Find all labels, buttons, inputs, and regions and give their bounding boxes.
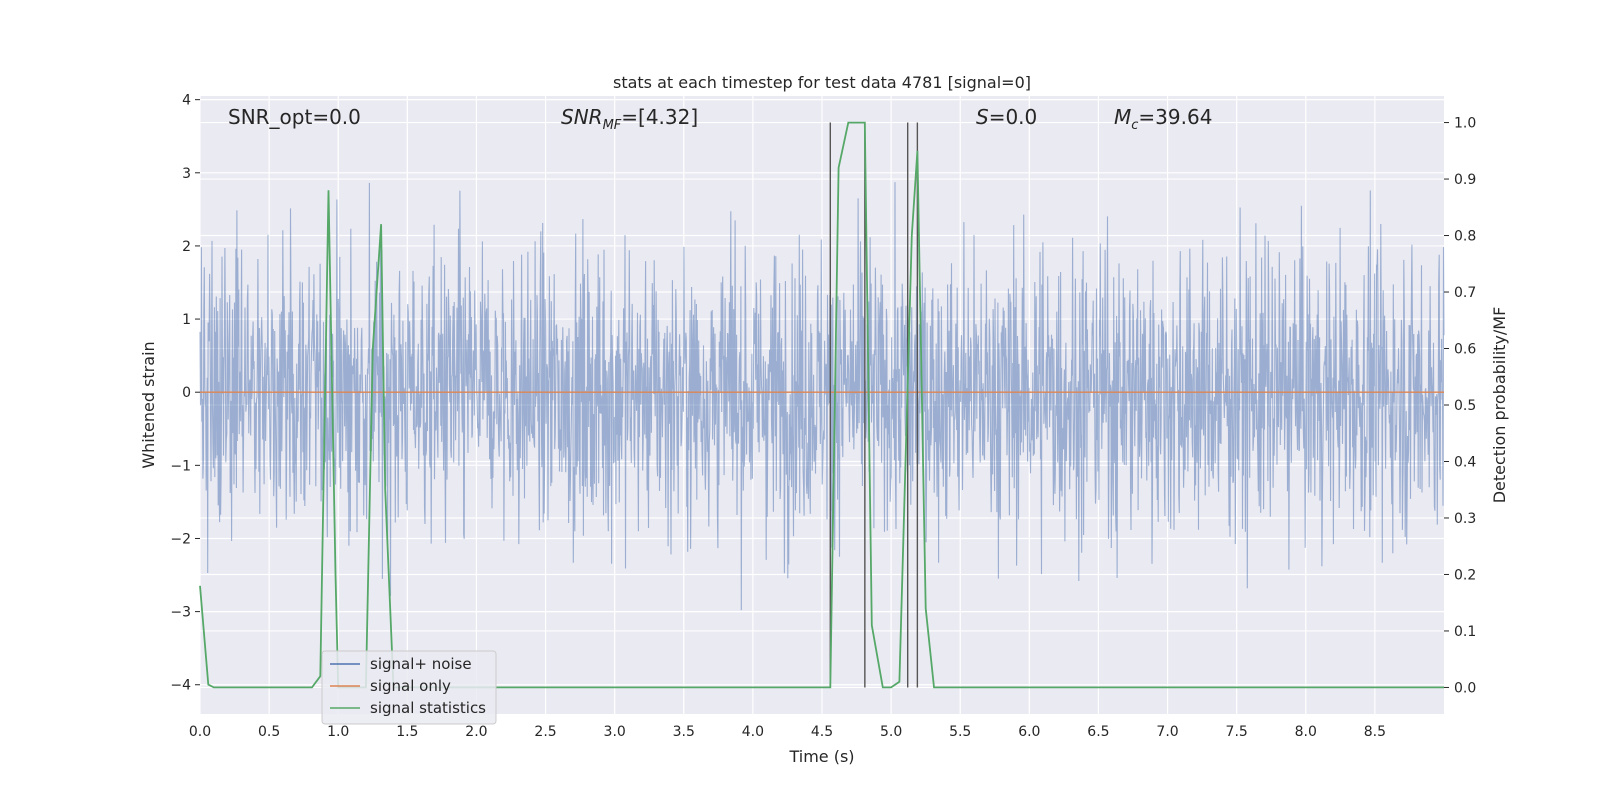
x-tick-label: 6.5	[1087, 724, 1109, 740]
annotation-snr-mf: SNRMF=[4.32]	[561, 105, 698, 133]
annotation-s: S=0.0	[976, 105, 1037, 129]
x-tick-label: 1.5	[396, 724, 418, 740]
legend-box	[321, 650, 497, 725]
y-axis-label: Whitened strain	[139, 341, 158, 468]
x-tick-label: 5.5	[949, 724, 971, 740]
x-tick-label: 3.5	[673, 724, 695, 740]
y2-tick-label: 0.4	[1454, 454, 1476, 470]
y2-tick-label: 0.9	[1454, 172, 1476, 188]
x-tick-label: 4.0	[742, 724, 764, 740]
x-tick-label: 4.5	[811, 724, 833, 740]
x-tick-label: 0.0	[189, 724, 211, 740]
x-tick-label: 0.5	[258, 724, 280, 740]
x-tick-label: 5.0	[880, 724, 902, 740]
y2-tick-label: 0.0	[1454, 680, 1476, 696]
y-tick-label: −4	[170, 678, 191, 694]
annotation-mc: Mc=39.64	[1114, 105, 1212, 133]
noise-trace	[199, 182, 1445, 611]
y2-tick-label: 0.3	[1454, 511, 1476, 527]
y2-tick-label: 0.2	[1454, 567, 1476, 583]
x-tick-label: 1.0	[327, 724, 349, 740]
x-tick-label: 2.0	[465, 724, 487, 740]
legend: signal+ noise signal only signal statist…	[321, 650, 497, 725]
legend-label-signal-only: signal only	[370, 677, 451, 695]
signal-statistics-line	[199, 121, 1444, 689]
x-tick-label: 3.0	[604, 724, 626, 740]
y2-tick-label: 0.1	[1454, 624, 1476, 640]
y2-tick-label: 0.6	[1454, 342, 1476, 358]
x-tick-label: 2.5	[534, 724, 556, 740]
y-tick-label: −3	[170, 605, 191, 621]
y-tick-label: −2	[170, 531, 191, 547]
x-tick-label: 7.5	[1226, 724, 1248, 740]
signal-noise-series	[199, 182, 1445, 611]
y-tick-label: 1	[182, 312, 191, 328]
legend-label-statistics: signal statistics	[370, 699, 486, 717]
y2-axis-label: Detection probability/MF	[1490, 307, 1509, 504]
x-tick-label: 7.0	[1156, 724, 1178, 740]
y2-tick-label: 0.7	[1454, 285, 1476, 301]
y2-tick-label: 1.0	[1454, 116, 1476, 132]
y-tick-label: 0	[182, 385, 191, 401]
y-tick-labels: 4 3 2 1 0 −1 −2 −3 −4	[170, 93, 200, 694]
legend-label-noise: signal+ noise	[370, 655, 472, 673]
y2-tick-labels: 1.0 0.9 0.8 0.7 0.6 0.5 0.4 0.3 0.2 0.1 0.0	[1444, 116, 1476, 696]
x-tick-label: 8.5	[1364, 724, 1386, 740]
chart-title: stats at each timestep for test data 478…	[613, 73, 1031, 92]
y2-tick-label: 0.5	[1454, 398, 1476, 414]
y-tick-label: 3	[182, 166, 191, 182]
x-tick-labels: 0.0 0.5 1.0 1.5 2.0 2.5 3.0 3.5 4.0 4.5 5.0 5.5 6.0 6…	[189, 724, 1386, 740]
y-tick-label: 4	[182, 93, 191, 109]
annotation-snr-opt: SNR_opt=0.0	[228, 105, 361, 129]
y-tick-label: −1	[170, 458, 191, 474]
x-tick-label: 6.0	[1018, 724, 1040, 740]
y-tick-label: 2	[182, 239, 191, 255]
x-axis-label: Time (s)	[788, 747, 854, 766]
y2-tick-label: 0.8	[1454, 229, 1476, 245]
x-tick-label: 8.0	[1295, 724, 1317, 740]
